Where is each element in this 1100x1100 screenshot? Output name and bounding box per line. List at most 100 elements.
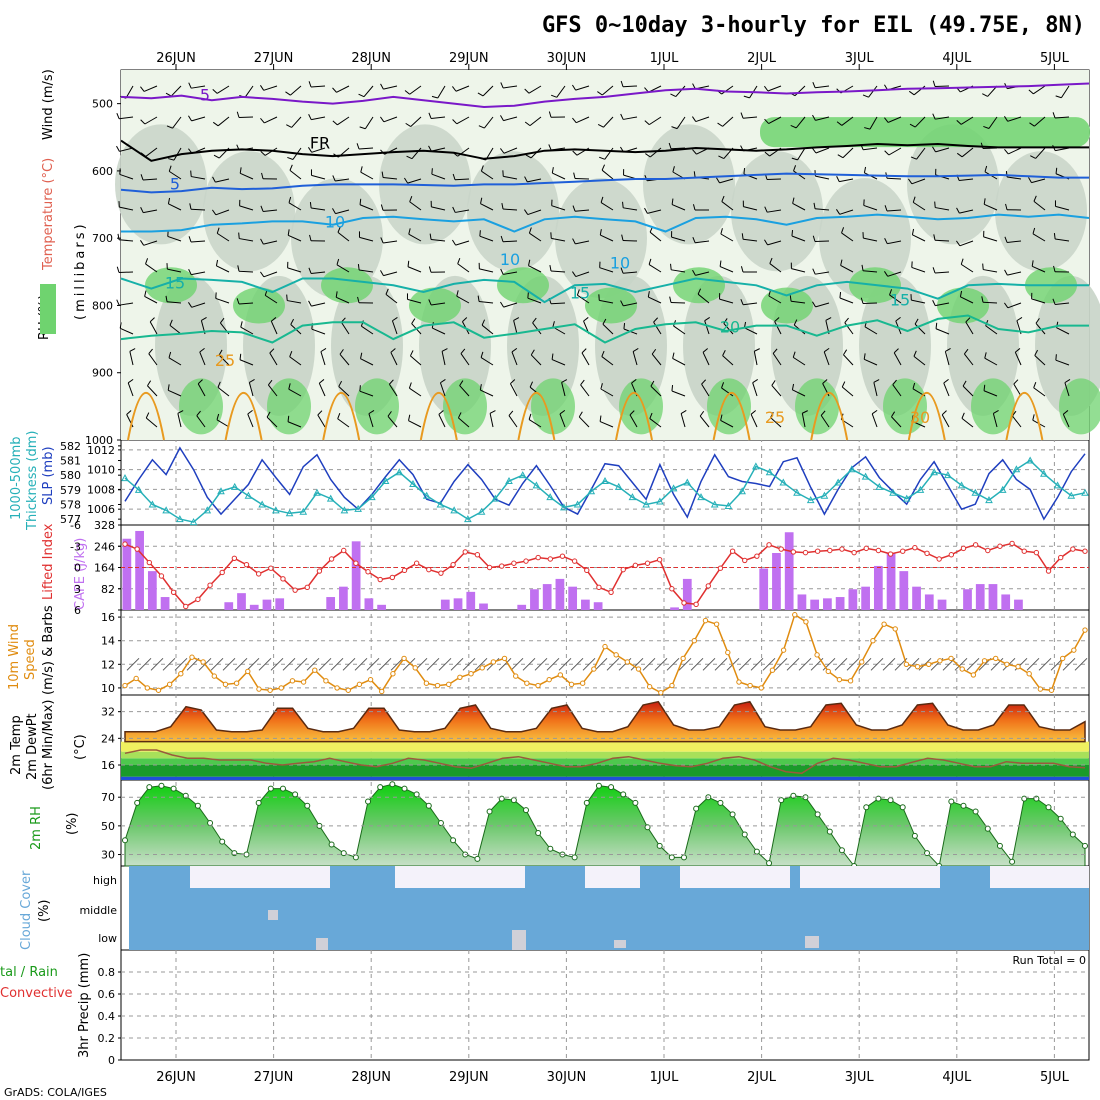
wind10m-speed-line-point bbox=[501, 655, 508, 662]
cloud-row-label: low bbox=[98, 932, 117, 945]
wind-barb-feather bbox=[528, 413, 532, 420]
wind-barb bbox=[191, 302, 206, 308]
wind-barb-feather bbox=[459, 380, 464, 386]
wind-barb bbox=[359, 390, 374, 397]
rh2m-point bbox=[656, 842, 663, 849]
warm-contour-25 bbox=[517, 391, 556, 441]
wind-barb-feather bbox=[308, 267, 312, 274]
rh-band-green-low bbox=[795, 378, 839, 435]
wind-barb bbox=[143, 85, 158, 92]
wind-barb bbox=[840, 264, 854, 273]
wind-barb bbox=[722, 116, 734, 127]
wind-barb bbox=[552, 172, 566, 180]
wind-barb-feather bbox=[743, 95, 750, 99]
wind-barb-feather bbox=[337, 226, 341, 233]
rh2m-label-a: 2m RH bbox=[29, 806, 44, 850]
wind-barb-feather bbox=[720, 228, 723, 235]
cape-bar bbox=[835, 597, 845, 610]
wind-barb bbox=[1055, 205, 1070, 211]
lifted-index-line-point bbox=[328, 556, 335, 562]
cape-bar bbox=[823, 598, 832, 610]
wind-barb-feather bbox=[914, 318, 919, 325]
wind-barb-feather bbox=[269, 348, 275, 354]
wind-barb-feather bbox=[863, 166, 867, 173]
wind-barb-feather bbox=[513, 317, 520, 321]
wind-barb-feather bbox=[523, 209, 529, 215]
wind-barb bbox=[143, 240, 158, 246]
wind-barb-feather bbox=[1053, 265, 1056, 272]
wind-barb bbox=[891, 416, 902, 428]
wind-barb bbox=[671, 236, 686, 242]
lifted-index-line-point bbox=[207, 582, 213, 588]
wind10m-speed-line-point bbox=[680, 655, 686, 662]
temp2m-area bbox=[124, 700, 1086, 743]
wind-barb-feather bbox=[692, 149, 697, 155]
wind-barb-feather bbox=[457, 257, 461, 264]
wind-barb bbox=[935, 207, 950, 211]
warm-contour-25 bbox=[322, 391, 361, 441]
top-date-label: 1JUL bbox=[650, 51, 680, 66]
cape-tick-label: 328 bbox=[94, 519, 115, 532]
rh-band-green bbox=[761, 287, 813, 324]
contour-label: 25 bbox=[765, 408, 785, 427]
temp-band bbox=[121, 741, 1089, 752]
isotherm-15 bbox=[120, 277, 1089, 304]
wind-barb bbox=[483, 116, 494, 129]
thickness-tick-label: 579 bbox=[60, 484, 81, 497]
bottom-date-label: 1JUL bbox=[650, 1070, 680, 1085]
wind-barb-feather bbox=[332, 120, 338, 126]
wind10m-speed-line-point bbox=[702, 617, 709, 624]
wind-barb bbox=[149, 321, 158, 335]
wind10m-barb bbox=[834, 657, 848, 671]
wind-barb bbox=[604, 147, 614, 160]
wind-barb-feather bbox=[620, 113, 624, 120]
thickness-line-point bbox=[573, 500, 582, 508]
wind-barb bbox=[575, 209, 590, 212]
wind-barb-feather bbox=[671, 126, 678, 130]
wind-barb-feather bbox=[480, 351, 484, 358]
wind-barb bbox=[240, 326, 254, 335]
lifted-index-line-point bbox=[972, 542, 979, 548]
thickness-line-point bbox=[875, 482, 884, 490]
wind10m-barb bbox=[294, 657, 308, 671]
thickness-line-point bbox=[518, 471, 527, 479]
wind-barb bbox=[767, 209, 782, 213]
wind-barb bbox=[503, 116, 518, 122]
wind-barb bbox=[383, 85, 398, 90]
wind-barb bbox=[601, 356, 614, 366]
wind-barb-feather bbox=[145, 412, 150, 419]
wind10m-barb bbox=[342, 657, 356, 671]
thickness-line-point bbox=[793, 488, 801, 496]
wind-barb-feather bbox=[196, 410, 201, 416]
wind-barb-feather bbox=[1035, 318, 1040, 324]
thickness-line-point bbox=[601, 476, 609, 485]
rh2m-point bbox=[1057, 815, 1064, 822]
wind-barb bbox=[815, 147, 830, 154]
wind-barb bbox=[197, 383, 206, 397]
thickness-line-point bbox=[916, 485, 925, 493]
lifted-index-line-point bbox=[377, 576, 383, 583]
wind-barb-feather bbox=[719, 260, 722, 267]
wind-barb-feather bbox=[238, 232, 240, 239]
wind-barb bbox=[961, 417, 974, 428]
wind-barb bbox=[676, 116, 686, 129]
bottom-date-label: 30JUN bbox=[547, 1070, 587, 1085]
wind-barb bbox=[1011, 415, 1022, 428]
wind-barb-feather bbox=[218, 349, 223, 356]
wind-barb bbox=[1056, 327, 1070, 335]
wind-barb bbox=[270, 321, 278, 335]
wind-barb-feather bbox=[1003, 116, 1009, 122]
pressure-tick-label: 500 bbox=[92, 98, 113, 111]
wind-barb-feather bbox=[452, 86, 457, 92]
cloud-low-patch bbox=[268, 910, 278, 920]
wind-barb-feather bbox=[763, 85, 769, 92]
wind-barb bbox=[409, 201, 422, 211]
lifted-index-line-point bbox=[839, 546, 845, 552]
wind-barb bbox=[1032, 265, 1046, 273]
wind-barb bbox=[289, 169, 302, 180]
rh2m-point bbox=[1009, 858, 1016, 865]
wind10m-barb bbox=[702, 657, 716, 671]
warm-contour-25 bbox=[615, 391, 653, 441]
thickness-line-point bbox=[998, 485, 1007, 493]
wind-barb bbox=[815, 271, 830, 275]
